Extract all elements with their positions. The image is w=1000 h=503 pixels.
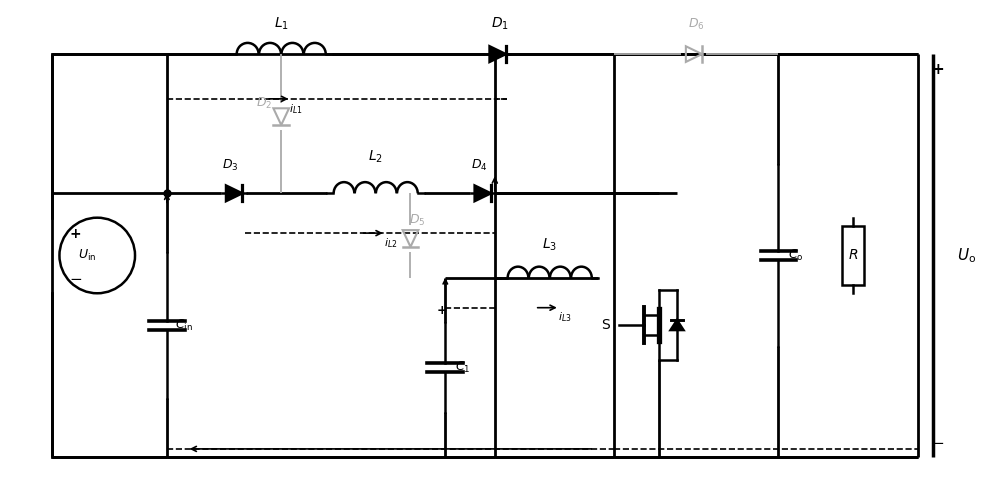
Text: +: + <box>70 226 81 240</box>
Polygon shape <box>226 186 242 201</box>
Text: $D_2$: $D_2$ <box>256 96 273 111</box>
Text: S: S <box>601 318 609 332</box>
Text: $D_4$: $D_4$ <box>471 158 487 174</box>
Text: $D_6$: $D_6$ <box>688 17 705 32</box>
Bar <box>842 226 864 285</box>
Text: $L_3$: $L_3$ <box>542 236 557 253</box>
Text: $-$: $-$ <box>931 435 944 450</box>
Text: $D_5$: $D_5$ <box>409 213 425 228</box>
Text: $U_{\rm in}$: $U_{\rm in}$ <box>78 248 96 263</box>
Polygon shape <box>490 46 506 62</box>
Text: $C_{\rm in}$: $C_{\rm in}$ <box>175 317 193 332</box>
Text: $i_{L1}$: $i_{L1}$ <box>289 102 303 116</box>
Text: $i_{L2}$: $i_{L2}$ <box>384 236 397 250</box>
Text: $C_{\rm o}$: $C_{\rm o}$ <box>788 248 804 263</box>
Text: $D_3$: $D_3$ <box>222 158 239 174</box>
Text: $D_1$: $D_1$ <box>491 16 509 32</box>
Text: $L_1$: $L_1$ <box>274 16 289 32</box>
Text: $-$: $-$ <box>69 270 82 285</box>
Text: +: + <box>931 61 944 76</box>
Text: $C_1$: $C_1$ <box>455 360 471 375</box>
Text: $L_2$: $L_2$ <box>368 149 383 165</box>
Text: $R$: $R$ <box>848 248 858 263</box>
Text: $U_{\rm o}$: $U_{\rm o}$ <box>957 246 977 265</box>
Text: +: + <box>437 304 448 317</box>
Polygon shape <box>671 320 683 330</box>
Polygon shape <box>475 186 491 201</box>
Text: $i_{L3}$: $i_{L3}$ <box>558 311 571 324</box>
